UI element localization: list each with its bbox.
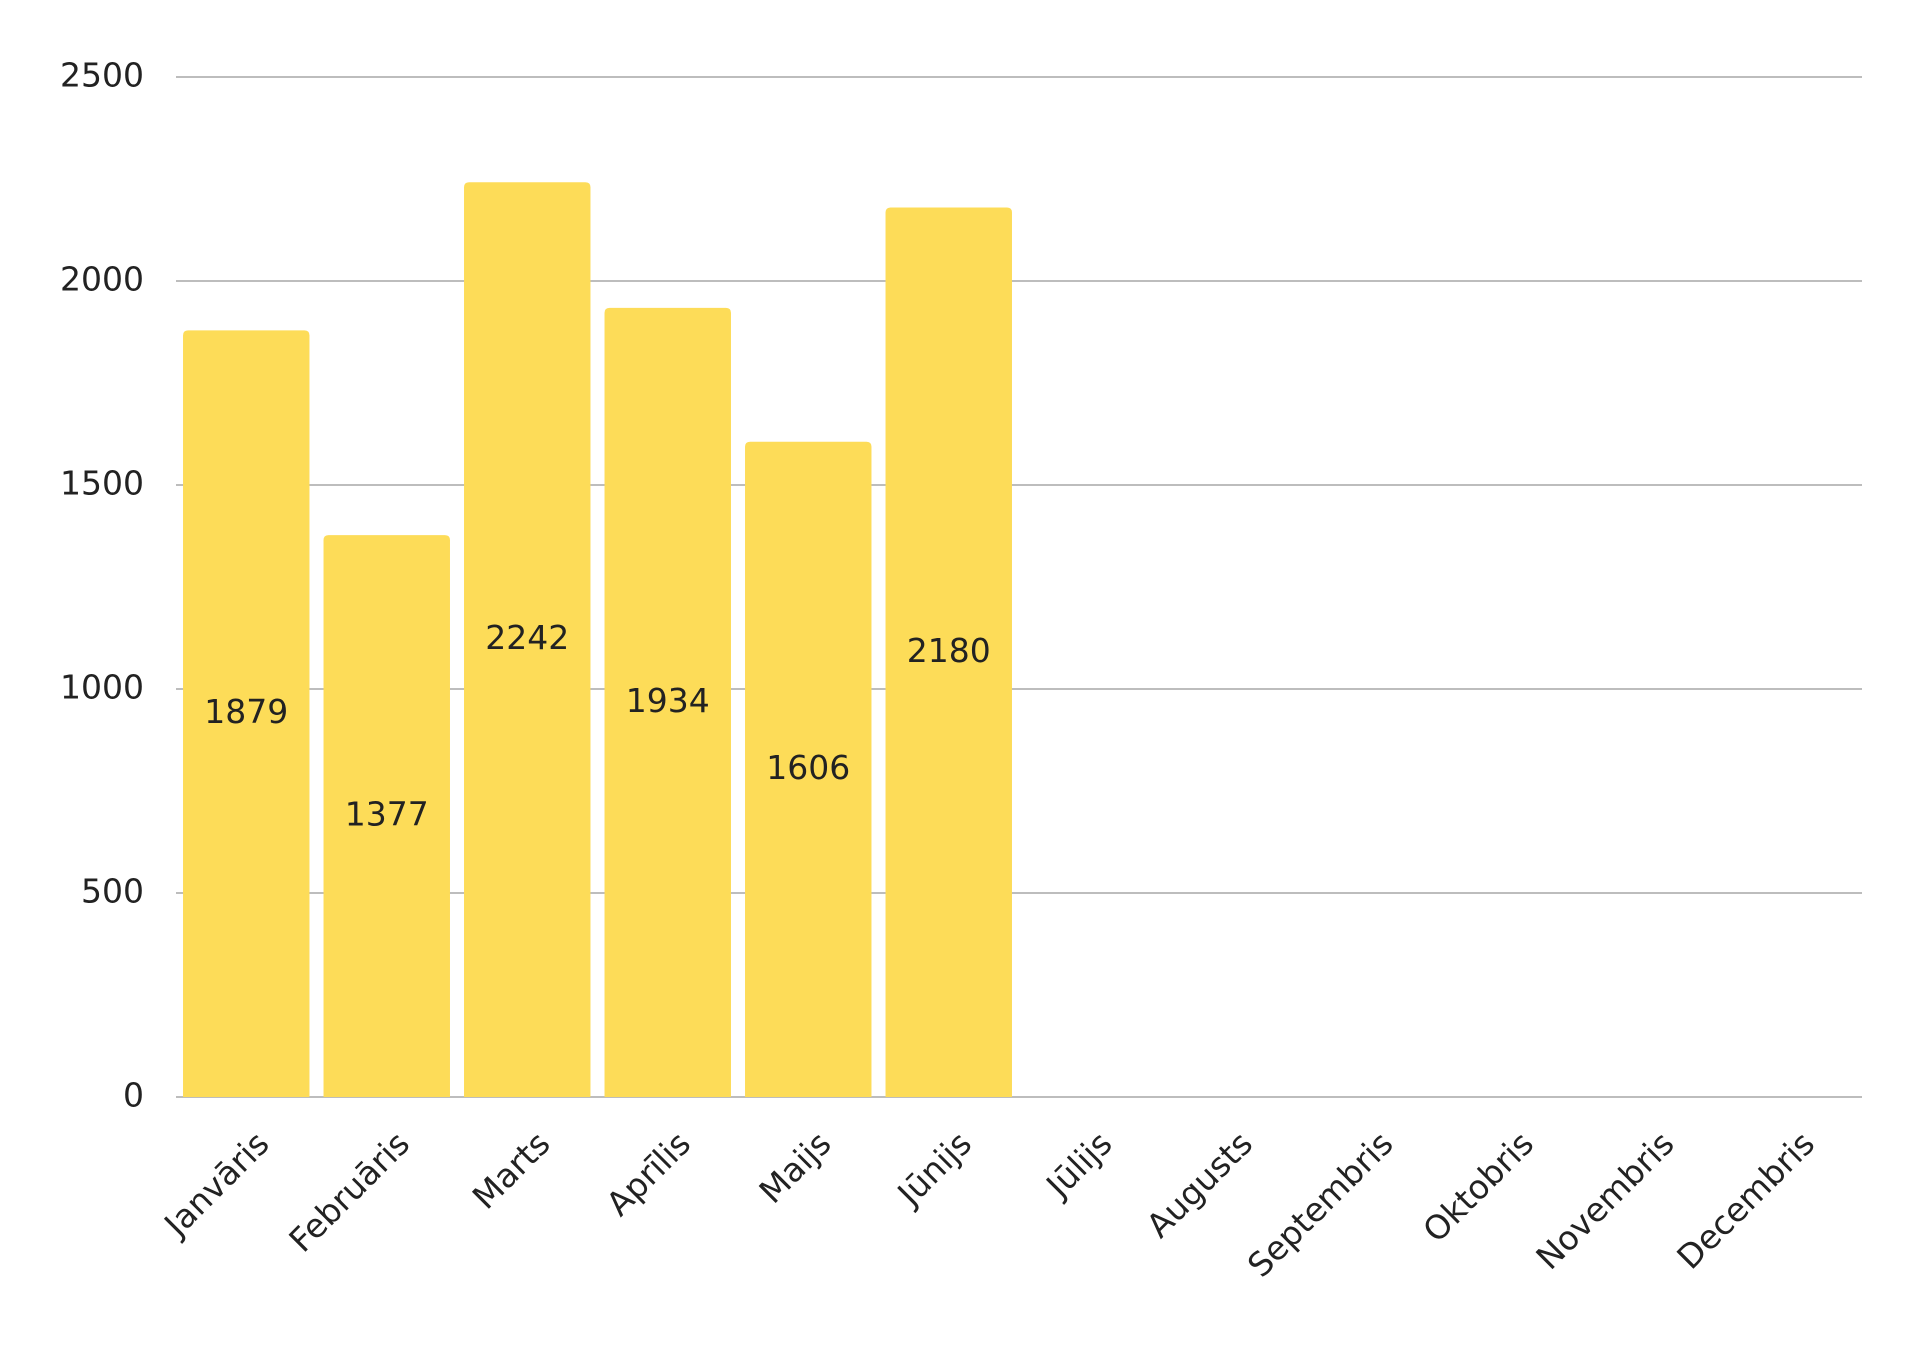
data-label: 1377 bbox=[345, 795, 429, 834]
x-tick-label: Decembris bbox=[1669, 1124, 1822, 1277]
data-label: 1606 bbox=[766, 748, 850, 787]
y-tick-label: 0 bbox=[123, 1076, 144, 1115]
x-tick-label: Septembris bbox=[1240, 1124, 1401, 1285]
data-label: 1934 bbox=[626, 681, 710, 720]
data-label: 2242 bbox=[485, 618, 569, 657]
x-tick-label: Janvāris bbox=[155, 1124, 276, 1245]
y-tick-label: 1500 bbox=[60, 464, 144, 503]
y-tick-label: 2500 bbox=[60, 56, 144, 95]
x-tick-label: Augusts bbox=[1139, 1124, 1260, 1245]
y-tick-label: 1000 bbox=[60, 668, 144, 707]
x-tick-label: Februāris bbox=[281, 1124, 417, 1260]
bar bbox=[464, 182, 591, 1097]
bar bbox=[604, 307, 731, 1098]
x-tick-label: Aprīlis bbox=[599, 1124, 699, 1224]
data-label: 1879 bbox=[204, 692, 288, 731]
x-tick-label: Novembris bbox=[1528, 1124, 1681, 1277]
x-tick-label: Maijs bbox=[751, 1124, 838, 1211]
x-tick-label: Marts bbox=[465, 1124, 558, 1217]
y-tick-label: 500 bbox=[81, 872, 144, 911]
x-tick-label: Jūlijs bbox=[1037, 1124, 1119, 1206]
bar bbox=[745, 441, 872, 1097]
bar bbox=[323, 535, 450, 1097]
x-tick-label: Jūnijs bbox=[889, 1124, 980, 1215]
data-label: 2180 bbox=[907, 631, 991, 670]
x-tick-label: Oktobris bbox=[1415, 1124, 1541, 1250]
bar bbox=[885, 207, 1012, 1097]
bar bbox=[183, 330, 310, 1097]
y-tick-label: 2000 bbox=[60, 260, 144, 299]
